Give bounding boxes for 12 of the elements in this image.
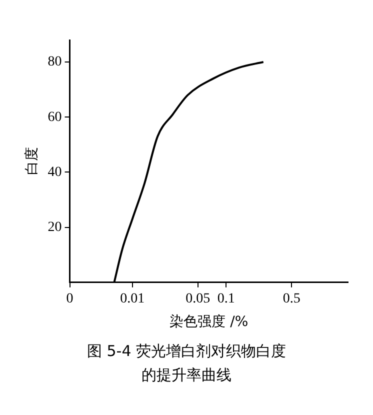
x-tick-label: 0.5: [282, 291, 300, 306]
text: 图 5-4 荧光增白剂对织物白度的提升率曲线: [86, 341, 288, 386]
y-tick-label: 80: [48, 54, 62, 70]
y-tick-label: 20: [48, 220, 62, 235]
x-tick-label: 0: [66, 291, 74, 306]
y-tick-label: 40: [48, 164, 62, 180]
y-tick-label: 60: [48, 110, 62, 125]
x-tick-label: 0.1: [217, 291, 235, 306]
x-tick-label: 0.05: [186, 291, 210, 306]
y-axis-title: 白度: [24, 147, 40, 176]
x-axis-title: 染色强度 /%: [170, 314, 248, 330]
x-tick-label: 0.01: [120, 291, 145, 306]
